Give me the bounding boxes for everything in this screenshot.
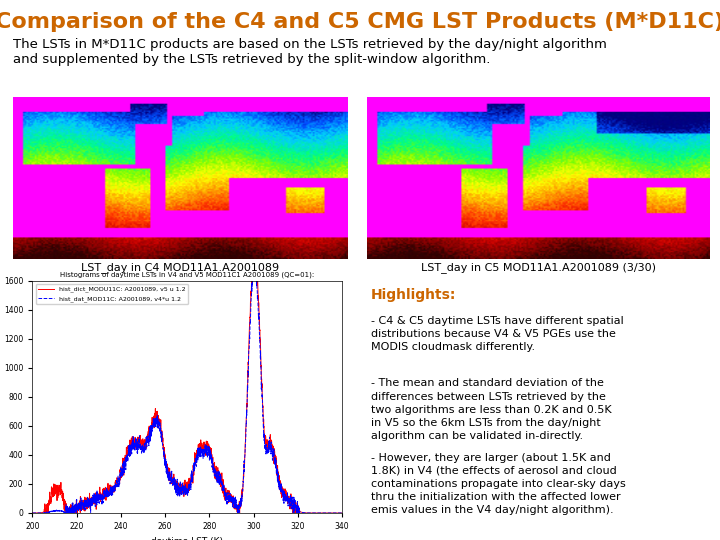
Text: Highlights:: Highlights: [371, 288, 456, 302]
Text: Comparison of the C4 and C5 CMG LST Products (M*D11C): Comparison of the C4 and C5 CMG LST Prod… [0, 12, 720, 32]
hist_dat_MOD11C: A2001089, v4*u 1.2: (264, 179): A2001089, v4*u 1.2: (264, 179) [171, 484, 179, 490]
Text: The LSTs in M*D11C products are based on the LSTs retrieved by the day/night alg: The LSTs in M*D11C products are based on… [13, 38, 607, 66]
Text: - C4 & C5 daytime LSTs have different spatial
distributions because V4 & V5 PGEs: - C4 & C5 daytime LSTs have different sp… [371, 315, 624, 352]
hist_dat_MOD11C: A2001089, v4*u 1.2: (268, 182): A2001089, v4*u 1.2: (268, 182) [179, 483, 187, 490]
hist_dat_MOD11C: A2001089, v4*u 1.2: (336, 1.3e-11): A2001089, v4*u 1.2: (336, 1.3e-11) [329, 510, 338, 516]
hist_dat_MOD11C: A2001089, v4*u 1.2: (336, 1.58e-11): A2001089, v4*u 1.2: (336, 1.58e-11) [329, 510, 338, 516]
Line: hist_dict_MODU11C: A2001089, v5 u 1.2: hist_dict_MODU11C: A2001089, v5 u 1.2 [32, 244, 342, 513]
hist_dict_MODU11C: A2001089, v5 u 1.2: (207, 68.7): A2001089, v5 u 1.2: (207, 68.7) [44, 500, 53, 507]
Title: Histograms of daytime LSTs in V4 and V5 MOD11C1 A2001089 (QC=01):: Histograms of daytime LSTs in V4 and V5 … [60, 272, 315, 278]
hist_dict_MODU11C: A2001089, v5 u 1.2: (205, 0): A2001089, v5 u 1.2: (205, 0) [40, 510, 49, 516]
X-axis label: daytime LST (K): daytime LST (K) [151, 537, 223, 540]
Legend: hist_dict_MODU11C: A2001089, v5 u 1.2, hist_dat_MOD11C: A2001089, v4*u 1.2: hist_dict_MODU11C: A2001089, v5 u 1.2, h… [35, 284, 188, 304]
Text: LST_day in C4 MOD11A1.A2001089: LST_day in C4 MOD11A1.A2001089 [81, 262, 279, 273]
Text: - However, they are larger (about 1.5K and
1.8K) in V4 (the effects of aerosol a: - However, they are larger (about 1.5K a… [371, 453, 626, 515]
Line: hist_dat_MOD11C: A2001089, v4*u 1.2: hist_dat_MOD11C: A2001089, v4*u 1.2 [32, 259, 342, 513]
hist_dict_MODU11C: A2001089, v5 u 1.2: (264, 190): A2001089, v5 u 1.2: (264, 190) [171, 482, 179, 489]
hist_dict_MODU11C: A2001089, v5 u 1.2: (336, 1.37e-11): A2001089, v5 u 1.2: (336, 1.37e-11) [329, 510, 338, 516]
hist_dict_MODU11C: A2001089, v5 u 1.2: (300, 1.86e+03): A2001089, v5 u 1.2: (300, 1.86e+03) [250, 240, 258, 247]
hist_dict_MODU11C: A2001089, v5 u 1.2: (336, 1.67e-11): A2001089, v5 u 1.2: (336, 1.67e-11) [329, 510, 338, 516]
hist_dict_MODU11C: A2001089, v5 u 1.2: (340, 8.02e-17): A2001089, v5 u 1.2: (340, 8.02e-17) [338, 510, 346, 516]
hist_dat_MOD11C: A2001089, v4*u 1.2: (340, 7.62e-17): A2001089, v4*u 1.2: (340, 7.62e-17) [338, 510, 346, 516]
hist_dat_MOD11C: A2001089, v4*u 1.2: (207, 4.42): A2001089, v4*u 1.2: (207, 4.42) [44, 509, 53, 516]
Text: LST_day in C5 MOD11A1.A2001089 (3/30): LST_day in C5 MOD11A1.A2001089 (3/30) [421, 262, 656, 273]
hist_dat_MOD11C: A2001089, v4*u 1.2: (300, 1.75e+03): A2001089, v4*u 1.2: (300, 1.75e+03) [250, 256, 258, 262]
hist_dat_MOD11C: A2001089, v4*u 1.2: (200, 7.08e-05): A2001089, v4*u 1.2: (200, 7.08e-05) [28, 510, 37, 516]
hist_dat_MOD11C: A2001089, v4*u 1.2: (206, 0): A2001089, v4*u 1.2: (206, 0) [40, 510, 49, 516]
hist_dict_MODU11C: A2001089, v5 u 1.2: (268, 188): A2001089, v5 u 1.2: (268, 188) [179, 483, 187, 489]
hist_dict_MODU11C: A2001089, v5 u 1.2: (310, 295): A2001089, v5 u 1.2: (310, 295) [272, 467, 281, 474]
hist_dat_MOD11C: A2001089, v4*u 1.2: (310, 288): A2001089, v4*u 1.2: (310, 288) [272, 468, 281, 475]
Text: - The mean and standard deviation of the
differences between LSTs retrieved by t: - The mean and standard deviation of the… [371, 379, 611, 441]
hist_dict_MODU11C: A2001089, v5 u 1.2: (200, 0.000745): A2001089, v5 u 1.2: (200, 0.000745) [28, 510, 37, 516]
Y-axis label: occurrence: occurrence [0, 372, 1, 422]
